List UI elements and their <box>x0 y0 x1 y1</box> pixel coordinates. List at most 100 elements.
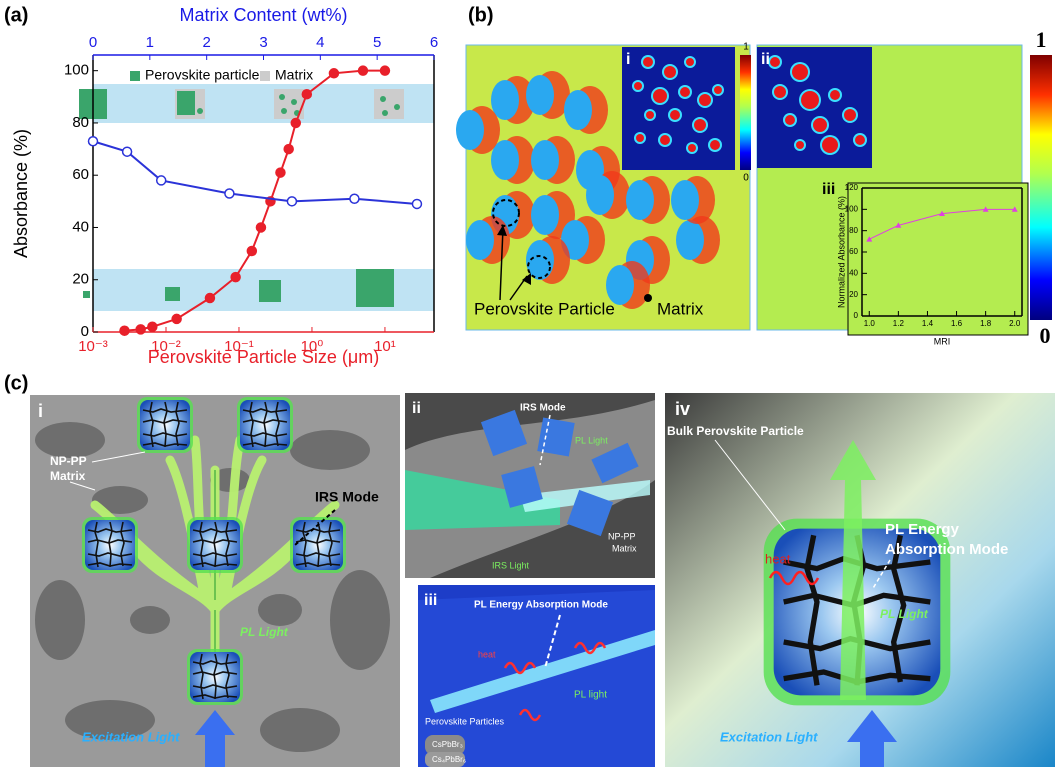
inset-label: i <box>626 51 630 68</box>
label: IRS Mode <box>520 403 566 414</box>
dot <box>694 119 706 131</box>
label: NP-PP <box>50 454 87 468</box>
y-axis-title: Normalized Absorbance (%) <box>836 196 846 308</box>
x-axis-title: Perovskite Particle Size (μm) <box>148 347 379 367</box>
highlight-circle <box>527 255 551 279</box>
label: CsPbBr₃ <box>432 740 463 749</box>
heat-wave <box>768 570 820 586</box>
inset-colorbar <box>740 55 751 170</box>
dot <box>855 135 865 145</box>
label: PL Light <box>575 435 608 445</box>
inset-frame <box>847 182 1029 336</box>
marker <box>204 292 216 304</box>
particle-block <box>81 516 139 574</box>
iii-scene <box>418 590 655 767</box>
particle-block <box>136 396 194 454</box>
x2-tick-label: 1 <box>146 34 154 51</box>
dot <box>660 135 670 145</box>
colorbar <box>1030 55 1052 320</box>
marker <box>286 196 298 207</box>
pointer <box>294 509 336 546</box>
marker <box>1011 206 1018 212</box>
inset-particles <box>768 55 867 155</box>
marker <box>155 175 167 186</box>
marker <box>246 245 258 257</box>
x-tick-label: 1.6 <box>951 319 963 328</box>
x-tick-label: 10⁻¹ <box>224 338 254 355</box>
dot <box>822 137 838 153</box>
marker <box>255 222 267 233</box>
y-tick-label: 40 <box>849 268 858 277</box>
dot <box>774 86 786 98</box>
dot <box>699 94 711 106</box>
label: Absorption Mode <box>885 541 1008 558</box>
x-tick-label: 1.2 <box>893 319 905 328</box>
y-tick-label: 60 <box>72 166 89 183</box>
y-tick-label: 100 <box>845 204 859 213</box>
sub-panel-label: i <box>38 401 43 421</box>
legend-swatch <box>130 71 140 81</box>
blob <box>676 220 704 260</box>
y-tick-label: 120 <box>845 183 859 192</box>
dot <box>844 109 856 121</box>
pointer <box>714 439 786 531</box>
x2-tick-label: 3 <box>259 34 267 51</box>
x-tick-label: 1.4 <box>922 319 934 328</box>
marker <box>87 135 99 147</box>
y-tick-label: 100 <box>64 62 89 79</box>
colorbar-max: 1 <box>743 42 749 53</box>
particle-block <box>236 396 294 454</box>
colorbar-min: 0 <box>1040 323 1051 348</box>
dot <box>634 82 642 90</box>
blob <box>491 140 519 180</box>
particle-block <box>186 516 244 574</box>
blob <box>564 90 592 130</box>
y-tick-label: 0 <box>81 323 89 340</box>
marker <box>379 65 391 76</box>
dot <box>770 57 780 67</box>
label: PL Light <box>240 625 289 639</box>
marker <box>224 188 235 199</box>
blob <box>606 265 634 305</box>
inset-map <box>622 47 735 170</box>
x-tick-label: 10⁻² <box>151 338 181 355</box>
dot <box>813 118 827 132</box>
pl-arrow <box>830 440 876 700</box>
excitation-arrow <box>195 710 235 767</box>
label: Perovskite Particles <box>425 716 505 726</box>
label: Cs₄PbBr₆ <box>432 755 466 764</box>
dot <box>636 134 644 142</box>
marker <box>283 143 294 155</box>
marker <box>866 236 873 242</box>
ii-scene <box>405 400 655 578</box>
pointer <box>871 559 891 591</box>
blob <box>526 240 554 280</box>
x2-axis-title: Matrix Content (wt%) <box>179 5 347 25</box>
highlight-circle <box>492 199 520 227</box>
marker <box>895 222 902 228</box>
panel-label: (a) <box>4 4 28 26</box>
x-axis-title: MRI <box>934 336 951 346</box>
x-tick-label: 2.0 <box>1009 319 1021 328</box>
dot <box>664 66 676 78</box>
panel-label: (c) <box>4 372 28 394</box>
marker <box>328 68 340 79</box>
y-tick-label: 60 <box>849 247 858 256</box>
dot <box>710 140 720 150</box>
marker <box>275 167 286 178</box>
marker <box>119 325 130 336</box>
marker <box>357 65 369 76</box>
label: IRS Light <box>492 560 530 570</box>
label: Matrix <box>50 469 86 483</box>
y-tick-label: 40 <box>72 218 89 235</box>
dot <box>785 115 795 125</box>
dot <box>643 57 653 67</box>
legend-label: Matrix <box>275 67 313 83</box>
dot <box>686 58 694 66</box>
schematic-squares <box>79 89 404 307</box>
particle-field <box>456 71 720 309</box>
x-tick-label: 10¹ <box>374 338 396 355</box>
pointer <box>544 614 561 669</box>
arrowhead <box>497 225 531 285</box>
annotation: Perovskite Particle <box>474 299 615 318</box>
